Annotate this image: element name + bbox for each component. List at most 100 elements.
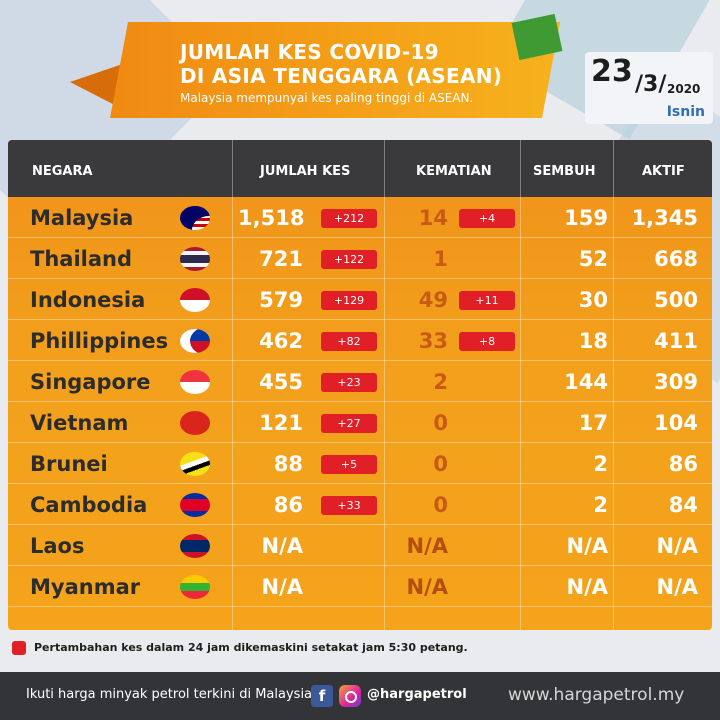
recovered: N/A bbox=[566, 575, 609, 599]
recovered: 18 bbox=[578, 329, 608, 353]
country-name: Thailand bbox=[30, 247, 132, 271]
total-cases: 88 bbox=[273, 452, 303, 476]
facebook-icon[interactable]: f bbox=[311, 685, 333, 707]
total-cases: 121 bbox=[259, 411, 303, 435]
recovered: 144 bbox=[564, 370, 608, 394]
active-cases: 668 bbox=[654, 247, 698, 271]
country-flag-icon bbox=[180, 247, 210, 271]
country-flag-icon bbox=[180, 329, 210, 353]
deaths: 2 bbox=[433, 370, 448, 394]
recovered: 2 bbox=[593, 452, 608, 476]
new-deaths-badge: +4 bbox=[459, 209, 515, 228]
date-box: 23 /3/ 2020 Isnin bbox=[585, 52, 713, 124]
active-cases: 104 bbox=[654, 411, 698, 435]
red-square-icon bbox=[12, 641, 26, 655]
total-cases: N/A bbox=[261, 534, 304, 558]
website-link[interactable]: www.hargapetrol.my bbox=[508, 685, 685, 705]
page-subtitle: Malaysia mempunyai kes paling tinggi di … bbox=[180, 91, 474, 105]
recovered: 17 bbox=[578, 411, 608, 435]
total-cases: 86 bbox=[273, 493, 303, 517]
active-cases: N/A bbox=[656, 575, 699, 599]
active-cases: 411 bbox=[654, 329, 698, 353]
table-row: Indonesia 579 +129 49 +11 30 500 bbox=[8, 279, 712, 320]
country-flag-icon bbox=[180, 411, 210, 435]
total-cases: 1,518 bbox=[238, 206, 305, 230]
deaths: 14 bbox=[418, 206, 448, 230]
total-cases: 455 bbox=[259, 370, 303, 394]
header-country: NEGARA bbox=[32, 164, 93, 179]
new-cases-badge: +122 bbox=[321, 250, 377, 269]
table-row: Thailand 721 +122 1 52 668 bbox=[8, 238, 712, 279]
country-name: Malaysia bbox=[30, 206, 134, 230]
country-flag-icon bbox=[180, 575, 210, 599]
country-flag-icon bbox=[180, 493, 210, 517]
table-row: Singapore 455 +23 2 144 309 bbox=[8, 361, 712, 402]
recovered: 52 bbox=[578, 247, 608, 271]
new-cases-badge: +33 bbox=[321, 496, 377, 515]
recovered: 159 bbox=[564, 206, 608, 230]
deaths: N/A bbox=[406, 534, 449, 558]
column-divider bbox=[232, 140, 233, 630]
page-title-line1: JUMLAH KES COVID-19 bbox=[180, 40, 439, 64]
instagram-icon[interactable] bbox=[339, 685, 361, 707]
country-name: Singapore bbox=[30, 370, 151, 394]
header-deaths: KEMATIAN bbox=[416, 164, 492, 179]
active-cases: 500 bbox=[654, 288, 698, 312]
recovered: 30 bbox=[578, 288, 608, 312]
table-row: Vietnam 121 +27 0 17 104 bbox=[8, 402, 712, 443]
total-cases: N/A bbox=[261, 575, 304, 599]
deaths: 49 bbox=[418, 288, 448, 312]
new-cases-badge: +5 bbox=[321, 455, 377, 474]
active-cases: 1,345 bbox=[631, 206, 698, 230]
active-cases: 84 bbox=[668, 493, 698, 517]
column-divider bbox=[613, 140, 614, 630]
header-recovered: SEMBUH bbox=[533, 164, 596, 179]
footnote-text: Pertambahan kes dalam 24 jam dikemaskini… bbox=[34, 641, 468, 654]
header-cases: JUMLAH KES bbox=[260, 164, 351, 179]
footer-bar: Ikuti harga minyak petrol terkini di Mal… bbox=[0, 672, 720, 720]
country-name: Phillippines bbox=[30, 329, 169, 353]
deaths: 0 bbox=[433, 411, 448, 435]
deaths: 33 bbox=[418, 329, 448, 353]
table-row: Myanmar N/A N/A N/A N/A bbox=[8, 566, 712, 607]
active-cases: 309 bbox=[654, 370, 698, 394]
country-name: Vietnam bbox=[30, 411, 129, 435]
new-cases-badge: +27 bbox=[321, 414, 377, 433]
social-handle[interactable]: @hargapetrol bbox=[367, 687, 467, 702]
deaths: N/A bbox=[406, 575, 449, 599]
new-cases-badge: +212 bbox=[321, 209, 377, 228]
table-row: Laos N/A N/A N/A N/A bbox=[8, 525, 712, 566]
table-row: Malaysia 1,518 +212 14 +4 159 1,345 bbox=[8, 197, 712, 238]
country-flag-icon bbox=[180, 452, 210, 476]
active-cases: 86 bbox=[668, 452, 698, 476]
country-flag-icon bbox=[180, 370, 210, 394]
total-cases: 579 bbox=[259, 288, 303, 312]
country-name: Myanmar bbox=[30, 575, 141, 599]
country-name: Laos bbox=[30, 534, 85, 558]
asean-cases-table: NEGARA JUMLAH KES KEMATIAN SEMBUH AKTIF … bbox=[8, 140, 712, 630]
header-active: AKTIF bbox=[642, 164, 685, 179]
column-divider bbox=[384, 140, 385, 630]
total-cases: 721 bbox=[259, 247, 303, 271]
total-cases: 462 bbox=[259, 329, 303, 353]
new-deaths-badge: +8 bbox=[459, 332, 515, 351]
date-year: 2020 bbox=[667, 82, 701, 96]
table-row: Phillippines 462 +82 33 +8 18 411 bbox=[8, 320, 712, 361]
new-cases-badge: +82 bbox=[321, 332, 377, 351]
country-flag-icon bbox=[180, 288, 210, 312]
column-divider bbox=[520, 140, 521, 630]
new-cases-badge: +129 bbox=[321, 291, 377, 310]
active-cases: N/A bbox=[656, 534, 699, 558]
table-row: Cambodia 86 +33 0 2 84 bbox=[8, 484, 712, 525]
date-day: 23 bbox=[591, 54, 633, 89]
new-deaths-badge: +11 bbox=[459, 291, 515, 310]
deaths: 0 bbox=[433, 452, 448, 476]
date-dayname: Isnin bbox=[666, 104, 705, 120]
recovered: 2 bbox=[593, 493, 608, 517]
deaths: 0 bbox=[433, 493, 448, 517]
date-month: /3/ bbox=[635, 72, 667, 97]
new-cases-badge: +23 bbox=[321, 373, 377, 392]
table-header: NEGARA JUMLAH KES KEMATIAN SEMBUH AKTIF bbox=[8, 140, 712, 197]
footer-text: Ikuti harga minyak petrol terkini di Mal… bbox=[26, 687, 313, 702]
deaths: 1 bbox=[433, 247, 448, 271]
